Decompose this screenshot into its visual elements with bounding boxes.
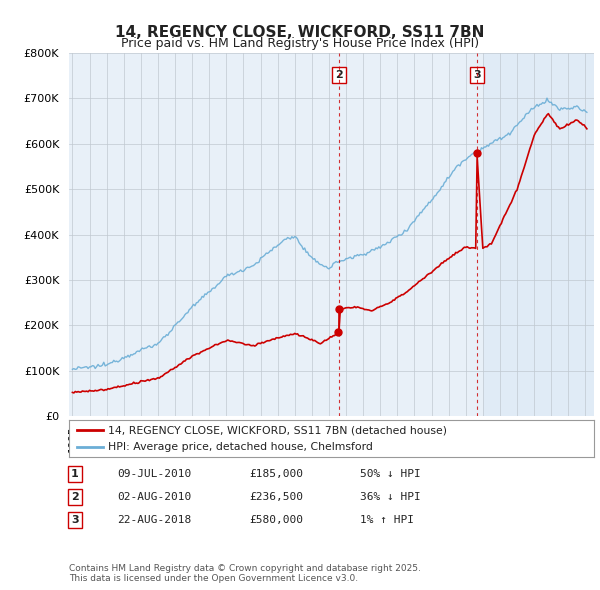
Text: 2: 2 (71, 492, 79, 502)
Text: 14, REGENCY CLOSE, WICKFORD, SS11 7BN (detached house): 14, REGENCY CLOSE, WICKFORD, SS11 7BN (d… (109, 425, 448, 435)
Text: 09-JUL-2010: 09-JUL-2010 (117, 469, 191, 478)
Text: 14, REGENCY CLOSE, WICKFORD, SS11 7BN: 14, REGENCY CLOSE, WICKFORD, SS11 7BN (115, 25, 485, 40)
Text: 50% ↓ HPI: 50% ↓ HPI (360, 469, 421, 478)
Text: 3: 3 (71, 516, 79, 525)
Text: 3: 3 (473, 70, 481, 80)
Text: £236,500: £236,500 (249, 492, 303, 502)
Text: 2: 2 (335, 70, 343, 80)
Text: 1: 1 (71, 469, 79, 478)
Text: 36% ↓ HPI: 36% ↓ HPI (360, 492, 421, 502)
Text: HPI: Average price, detached house, Chelmsford: HPI: Average price, detached house, Chel… (109, 442, 373, 452)
Bar (483, 53, 594, 416)
Text: 1% ↑ HPI: 1% ↑ HPI (360, 516, 414, 525)
Text: 22-AUG-2018: 22-AUG-2018 (117, 516, 191, 525)
Text: 02-AUG-2010: 02-AUG-2010 (117, 492, 191, 502)
Text: Price paid vs. HM Land Registry's House Price Index (HPI): Price paid vs. HM Land Registry's House … (121, 37, 479, 50)
Text: £580,000: £580,000 (249, 516, 303, 525)
Text: £185,000: £185,000 (249, 469, 303, 478)
Text: Contains HM Land Registry data © Crown copyright and database right 2025.
This d: Contains HM Land Registry data © Crown c… (69, 563, 421, 583)
